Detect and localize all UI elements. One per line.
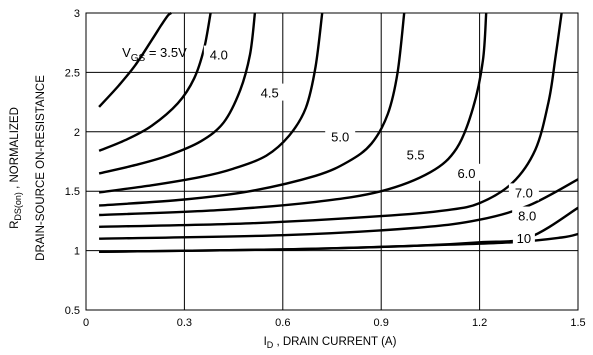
curve-label: 6.0 bbox=[457, 166, 475, 181]
curve-label-background bbox=[254, 83, 285, 101]
x-tick-label: 0.6 bbox=[275, 317, 290, 329]
y-axis-title-line1-rest: , NORMALIZED bbox=[9, 107, 21, 192]
plot-area-frame bbox=[85, 12, 579, 311]
y-tick-label: 1.5 bbox=[65, 186, 80, 198]
curve-label: 8.0 bbox=[518, 209, 536, 224]
curve-label: VGS = 3.5V bbox=[122, 45, 187, 64]
series-line bbox=[99, 12, 488, 217]
series-line bbox=[99, 178, 579, 240]
series-line bbox=[99, 12, 406, 207]
curve-label: 4.0 bbox=[210, 48, 228, 63]
x-tick-label: 0.3 bbox=[177, 317, 192, 329]
y-axis-title: RDS(on) , NORMALIZED DRAIN-SOURCE ON-RES… bbox=[9, 75, 47, 261]
x-axis-title: ID , DRAIN CURRENT (A) bbox=[264, 336, 397, 350]
y-tick-labels: 0.5 1 1.5 2 2.5 3 bbox=[65, 8, 80, 317]
y-tick-label: 2.5 bbox=[65, 67, 80, 79]
curve-label-background bbox=[512, 229, 535, 247]
y-axis-title-line1-sub: DS(on) bbox=[13, 192, 23, 221]
x-tick-label: 0 bbox=[83, 317, 89, 329]
curve-label-background bbox=[512, 206, 543, 224]
curve-label: 5.5 bbox=[407, 147, 425, 162]
x-tick-label: 1.2 bbox=[472, 317, 487, 329]
series-line bbox=[98, 11, 172, 108]
x-tick-label: 1.5 bbox=[570, 317, 585, 329]
curve-label-background bbox=[203, 45, 234, 63]
y-tick-label: 2 bbox=[74, 127, 80, 139]
curve-label-background bbox=[325, 127, 356, 145]
series-line bbox=[99, 12, 563, 228]
y-axis-title-line2: DRAIN-SOURCE ON-RESISTANCE bbox=[35, 75, 47, 261]
curve-label: 10 bbox=[517, 231, 531, 246]
series-line bbox=[98, 12, 257, 175]
curve-labels: VGS = 3.5V 4.0 4.5 5.0 5.5 6.0 7.0 8.0 10 bbox=[122, 45, 543, 247]
y-axis-title-line1-main: R bbox=[9, 221, 21, 229]
curve-label: 7.0 bbox=[515, 185, 533, 200]
svg-text:RDS(on) , NORMALIZED: RDS(on) , NORMALIZED bbox=[9, 107, 23, 229]
series-line bbox=[99, 232, 579, 253]
curve-label: 5.0 bbox=[331, 130, 349, 145]
y-tick-label: 3 bbox=[74, 8, 80, 20]
x-tick-labels: 0 0.3 0.6 0.9 1.2 1.5 bbox=[83, 317, 586, 329]
series-line bbox=[98, 12, 324, 194]
curve-label-background bbox=[400, 145, 431, 163]
y-tick-label: 1 bbox=[74, 246, 80, 258]
curve-label-background bbox=[451, 163, 482, 181]
curve-label-background bbox=[508, 183, 539, 201]
y-tick-label: 0.5 bbox=[65, 305, 80, 317]
x-tick-label: 0.9 bbox=[374, 317, 389, 329]
curve-label: 4.5 bbox=[261, 86, 279, 101]
